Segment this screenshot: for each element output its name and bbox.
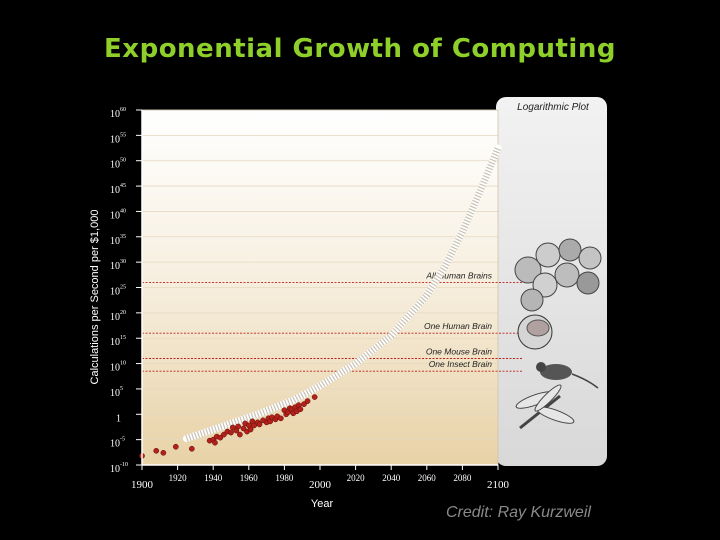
x-tick-label: 1980	[275, 473, 294, 483]
y-tick-label: 1010	[110, 361, 126, 374]
trend-curve	[183, 144, 502, 443]
x-tick-label: 1920	[169, 473, 188, 483]
data-point	[221, 431, 227, 438]
data-point	[301, 401, 307, 407]
y-tick-label: 10-5	[110, 437, 125, 450]
data-point	[212, 439, 218, 446]
data-point	[235, 423, 241, 430]
mouse-icon	[536, 362, 599, 389]
data-point	[311, 394, 318, 400]
y-tick-label: 1	[116, 413, 121, 424]
data-point	[251, 422, 257, 429]
x-tick-label: 2040	[382, 473, 401, 483]
x-tick-label: 2060	[418, 473, 437, 483]
y-tick-label: 1060	[110, 107, 126, 120]
data-point	[247, 426, 254, 433]
data-point	[297, 406, 304, 413]
x-axis-label: Year	[311, 498, 334, 510]
x-tick-label: 2020	[347, 473, 366, 483]
data-point	[237, 431, 243, 438]
y-tick-label: 1045	[110, 183, 126, 196]
x-tick-label: 1940	[204, 473, 223, 483]
y-tick-label: 1035	[110, 234, 126, 247]
y-axis-label: Calculations per Second per $1,000	[89, 210, 101, 385]
data-point	[160, 449, 167, 456]
data-point	[240, 425, 247, 432]
human-head-icon	[517, 314, 553, 350]
threshold-label: All Human Brains	[425, 270, 492, 280]
credit-text: Credit: Ray Kurzweil	[446, 504, 591, 521]
data-point	[153, 447, 160, 454]
x-tick-label: 2100	[487, 479, 510, 491]
y-axis: 1060 1055 1050 1045 1040 1035 1030 1025 1020 1015…	[110, 107, 143, 475]
x-tick-label: 1960	[240, 473, 259, 483]
y-tick-label: 1030	[110, 259, 126, 272]
data-point	[172, 443, 179, 450]
x-tick-label: 2000	[309, 479, 332, 491]
trend-band	[183, 144, 502, 443]
y-tick-label: 1040	[110, 208, 126, 221]
y-tick-label: 1020	[110, 310, 126, 323]
human-faces-icon	[514, 238, 602, 312]
y-tick-label: 105	[110, 386, 123, 399]
y-tick-label: 10-10	[110, 462, 128, 475]
threshold-label: One Human Brain	[424, 321, 492, 331]
data-point	[229, 424, 236, 431]
y-tick-label: 1050	[110, 158, 126, 171]
x-tick-label: 2080	[453, 473, 472, 483]
data-point	[188, 445, 195, 452]
y-tick-label: 1025	[110, 285, 126, 298]
data-point	[217, 434, 224, 441]
data-point	[304, 398, 311, 404]
data-point	[228, 429, 234, 436]
x-axis: 1900 1920 1940 1960 1980 2000 2020 2040 2060 2080…	[131, 464, 510, 491]
dragonfly-icon	[515, 384, 575, 430]
data-point	[256, 421, 263, 428]
threshold-label: One Insect Brain	[429, 359, 493, 369]
data-point	[277, 415, 284, 422]
data-points	[139, 394, 318, 459]
y-tick-label: 1055	[110, 132, 126, 145]
x-tick-label: 1900	[131, 479, 154, 491]
y-tick-label: 1015	[110, 335, 126, 348]
threshold-label: One Mouse Brain	[426, 347, 492, 357]
scale-note: Logarithmic Plot	[517, 102, 590, 113]
chart-title: Exponential Growth of Computing	[104, 34, 616, 64]
threshold-lines: All Human Brains One Human Brain One Mouse…	[142, 270, 522, 372]
